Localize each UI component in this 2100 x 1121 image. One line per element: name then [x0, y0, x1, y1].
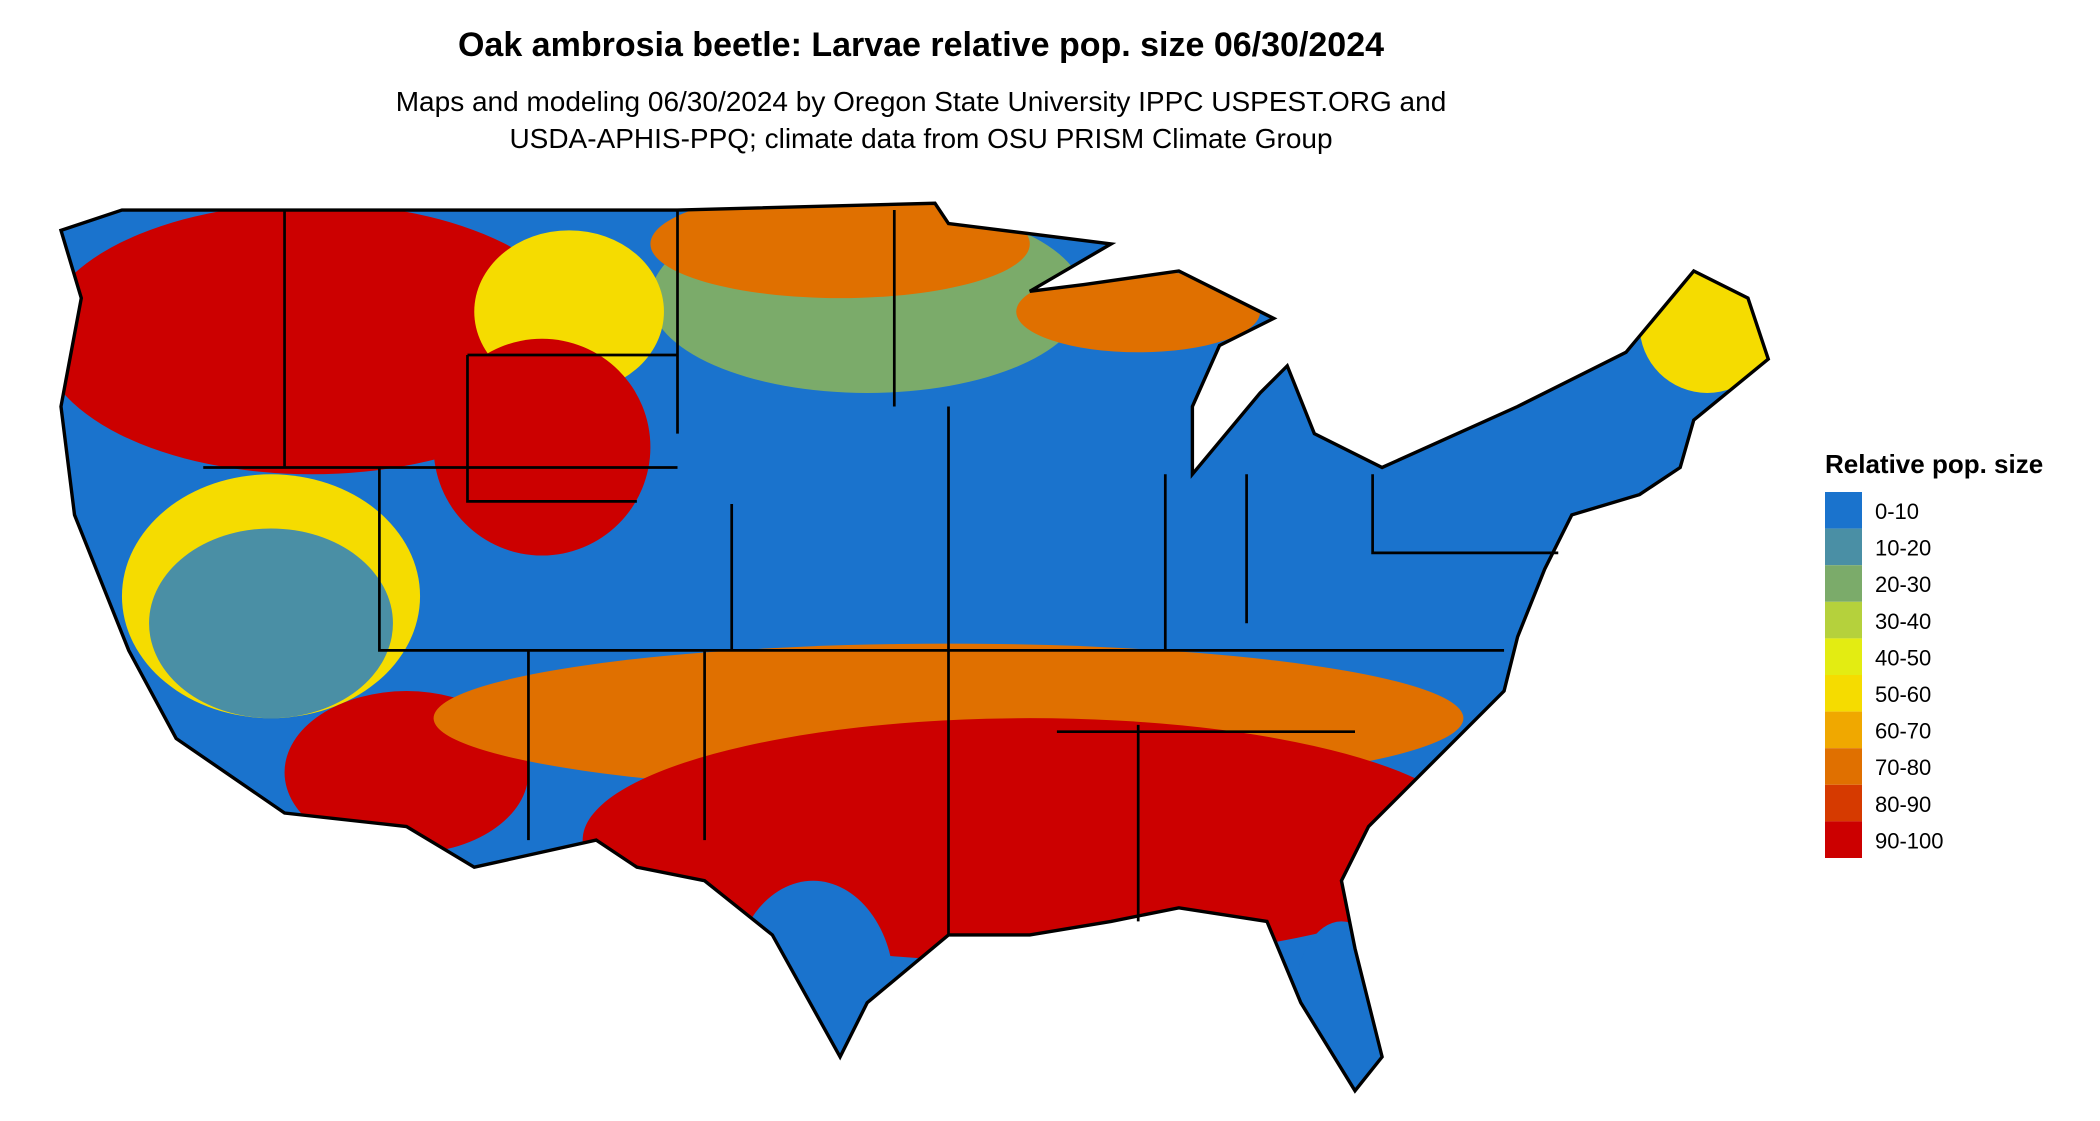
legend-label: 20-30 [1875, 572, 1931, 597]
legend-swatch [1825, 675, 1862, 712]
legend-label: 30-40 [1875, 609, 1931, 634]
legend-swatch [1825, 492, 1862, 529]
map-subtitle: USDA-APHIS-PPQ; climate data from OSU PR… [509, 123, 1332, 154]
legend-label: 60-70 [1875, 719, 1931, 744]
legend-label: 80-90 [1875, 792, 1931, 817]
state-borders [203, 210, 1559, 935]
legend-label: 90-100 [1875, 828, 1944, 853]
map-subtitle: Maps and modeling 06/30/2024 by Oregon S… [396, 86, 1447, 117]
legend-label: 10-20 [1875, 536, 1931, 561]
region [731, 880, 895, 1091]
legend-swatch [1825, 711, 1862, 749]
region [1016, 271, 1261, 353]
legend-swatch [1825, 565, 1862, 602]
legend-label: 50-60 [1875, 682, 1931, 707]
legend-swatch [1825, 638, 1862, 675]
map-title: Oak ambrosia beetle: Larvae relative pop… [458, 26, 1384, 64]
legend-label: 40-50 [1875, 645, 1931, 670]
region [650, 203, 1030, 299]
legend: 0-10 10-20 20-30 30-40 40-50 50-60 60-70 70-80 8… [1825, 492, 1944, 858]
map [59, 201, 1770, 1093]
legend-title: Relative pop. size [1825, 449, 2043, 479]
legend-label: 0-10 [1875, 499, 1919, 524]
legend-swatch [1825, 528, 1862, 566]
legend-swatch [1825, 601, 1862, 639]
legend-label: 70-80 [1875, 755, 1931, 780]
legend-swatch [1825, 748, 1862, 785]
legend-swatch [1825, 821, 1862, 858]
region [1294, 921, 1389, 1084]
legend-swatch [1825, 784, 1862, 822]
region [149, 528, 393, 719]
